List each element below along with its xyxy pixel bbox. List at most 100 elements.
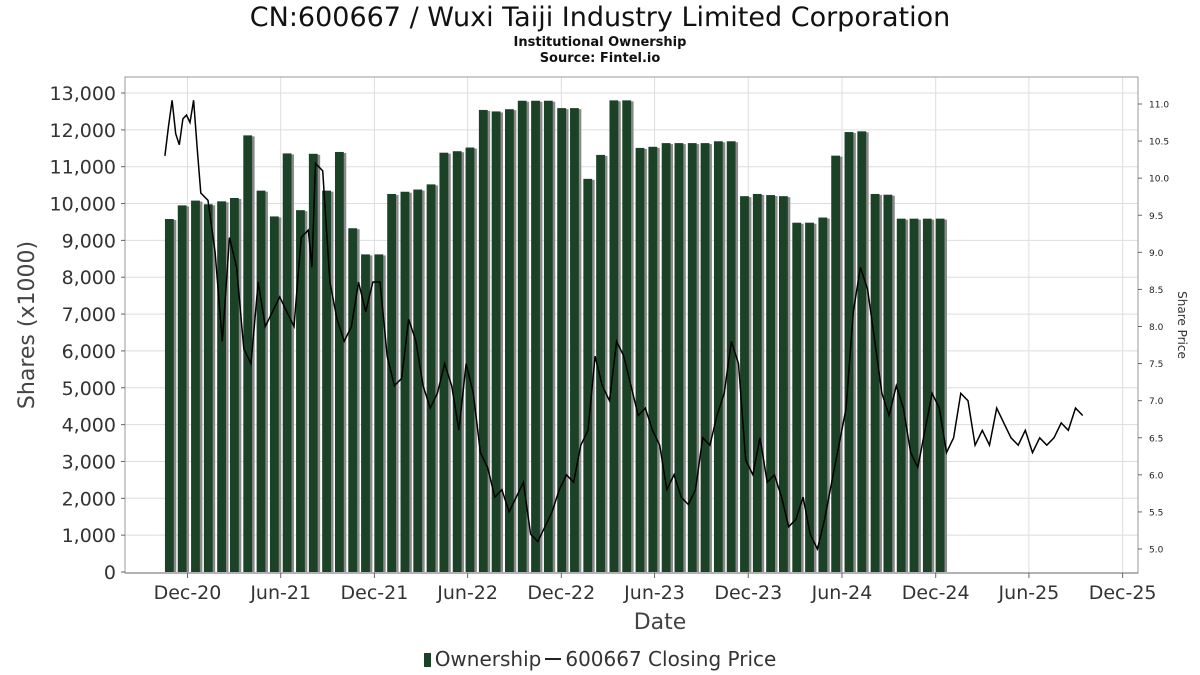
y-axis-label: Shares (x1000) (15, 241, 40, 409)
legend-ownership-label: Ownership (434, 647, 542, 671)
y2-axis: 5.0 5.5 6.0 6.5 7.0 7.5 8.0 8.5 9.0 9.5 10.0 10.5 11… (1138, 101, 1169, 556)
ownership-bar (557, 108, 567, 572)
ownership-bar (374, 254, 384, 572)
y2-tick-label: 6.5 (1149, 434, 1163, 444)
ownership-bar (465, 147, 475, 573)
ownership-bar (387, 193, 397, 572)
ownership-bar (740, 196, 749, 572)
ownership-bar (243, 135, 253, 572)
ownership-bar (792, 222, 802, 572)
ownership-bar (217, 201, 226, 572)
ownership-bar (177, 205, 187, 572)
x-axis: Dec-20 Jun-21 Dec-21 Jun-22 Dec-22 Jun-23 Dec-… (154, 573, 1157, 604)
chart-source: Source: Fintel.io (539, 51, 661, 66)
ownership-bars (164, 100, 948, 573)
ownership-bar (870, 193, 880, 572)
ownership-bar (622, 100, 632, 572)
y-tick-label: 7,000 (62, 304, 116, 326)
ownership-bar (517, 100, 527, 572)
x-tick-label: Dec-20 (154, 582, 222, 604)
x-tick-label: Jun-23 (623, 582, 685, 604)
ownership-bar (308, 153, 318, 573)
ownership-bar (491, 111, 501, 572)
ownership-bar (191, 200, 200, 573)
ownership-bar (505, 109, 514, 572)
ownership-bar (805, 222, 814, 572)
y-tick-label: 6,000 (62, 341, 116, 363)
ownership-bar (269, 216, 279, 572)
y2-tick-label: 8.5 (1149, 286, 1163, 296)
y2-tick-label: 6.0 (1149, 471, 1164, 481)
ownership-bar (296, 210, 305, 572)
y2-tick-label: 10.0 (1149, 175, 1169, 185)
ownership-bar (570, 108, 579, 572)
ownership-bar (348, 228, 358, 572)
ownership-bar (609, 100, 619, 572)
ownership-bar (726, 141, 736, 572)
ownership-bar (909, 218, 919, 572)
ownership-bar (661, 143, 671, 572)
x-axis-label: Date (634, 610, 687, 635)
ownership-bar (478, 109, 488, 573)
y2-tick-label: 7.0 (1149, 397, 1164, 407)
ownership-bar (282, 153, 292, 573)
price-line-layer (164, 100, 1084, 552)
ownership-bar (229, 198, 239, 572)
ownership-bar (922, 218, 932, 572)
legend-ownership-swatch (423, 653, 431, 667)
y-tick-label: 5,000 (62, 378, 116, 400)
ownership-bar (883, 194, 893, 573)
price-line (164, 100, 1084, 552)
ownership-bar (674, 143, 684, 572)
x-tick-label: Dec-24 (902, 582, 970, 604)
ownership-bar (452, 151, 462, 572)
ownership-bar (648, 146, 658, 572)
y-tick-label: 9,000 (62, 230, 116, 252)
ownership-bar (896, 218, 906, 572)
ownership-bar (583, 178, 593, 572)
ownership-bar (635, 147, 645, 573)
ownership-bar (687, 143, 697, 572)
y-tick-label: 4,000 (62, 415, 116, 437)
ownership-bar (844, 132, 854, 572)
chart-subtitle: Institutional Ownership (513, 35, 687, 50)
ownership-bar (543, 100, 553, 572)
ownership-bar (752, 193, 762, 572)
x-tick-label: Dec-22 (527, 582, 595, 604)
ownership-bar (334, 151, 344, 572)
y2-axis-label: Share Price (1175, 291, 1189, 359)
y-tick-label: 0 (104, 562, 116, 584)
x-tick-label: Jun-21 (249, 582, 311, 604)
ownership-bar (164, 219, 174, 572)
ownership-bar (400, 191, 410, 573)
ownership-bar (818, 217, 828, 573)
y-tick-label: 3,000 (62, 451, 116, 473)
y-tick-label: 2,000 (62, 488, 116, 510)
legend-price-label: 600667 Closing Price (565, 647, 777, 671)
ownership-bar (857, 131, 867, 572)
x-tick-label: Jun-24 (811, 582, 873, 604)
x-tick-label: Dec-25 (1089, 582, 1157, 604)
y2-tick-label: 7.5 (1149, 360, 1163, 370)
y-tick-label: 11,000 (50, 157, 116, 179)
ownership-bar (413, 189, 423, 572)
y-tick-label: 1,000 (62, 525, 116, 547)
y-tick-label: 13,000 (50, 83, 116, 105)
ownership-bar (700, 143, 710, 572)
ownership-bar (439, 152, 449, 572)
y-tick-label: 10,000 (50, 194, 116, 216)
y2-tick-label: 11.0 (1149, 101, 1169, 111)
ownership-bar (778, 196, 788, 572)
ownership-bar (203, 204, 213, 572)
ownership-bar (596, 154, 605, 572)
x-tick-label: Jun-25 (998, 582, 1060, 604)
x-tick-label: Dec-21 (341, 582, 409, 604)
ownership-bar (256, 190, 266, 572)
ownership-bar (935, 218, 945, 572)
y2-tick-label: 8.0 (1149, 323, 1164, 333)
y2-tick-label: 9.5 (1149, 212, 1163, 222)
ownership-bar (426, 184, 436, 572)
y-axis: 0 1,000 2,000 3,000 4,000 5,000 6,000 7,000 8,00… (50, 83, 125, 584)
chart-legend: Ownership 600667 Closing Price (0, 647, 1200, 671)
y-tick-label: 12,000 (50, 120, 116, 142)
